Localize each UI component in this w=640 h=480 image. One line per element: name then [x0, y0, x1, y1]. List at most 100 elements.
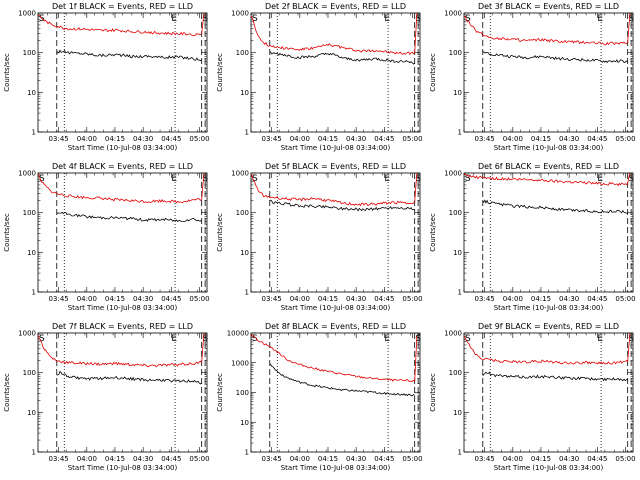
chart-panel-det-8: Det 8f BLACK = Events, RED = LLD 1 10 100 10… [216, 322, 423, 472]
interval-marker-label: S [202, 14, 208, 24]
y-tick-label: 100 [23, 369, 36, 377]
chart-panel-det-7: Det 7f BLACK = Events, RED = LLD 1 10 100 10… [3, 322, 210, 472]
x-tick-label: 04:30 [346, 295, 366, 303]
series-lld-line [37, 172, 205, 204]
y-tick-label: 1 [458, 129, 462, 137]
y-axis-label: Counts/sec [3, 53, 11, 92]
x-axis-label: Start Time (10-Jul-08 03:34:00) [281, 464, 391, 472]
plot-frame [463, 12, 634, 133]
x-tick-label: 04:15 [105, 295, 125, 303]
series-lld-line [250, 172, 418, 207]
x-axis-label: Start Time (10-Jul-08 03:34:00) [281, 144, 391, 152]
interval-marker-label: E [384, 174, 390, 184]
series-events-line [56, 49, 202, 62]
interval-marker-label: E [171, 14, 177, 24]
x-tick-label: 03:45 [262, 295, 282, 303]
y-axis-label: Counts/sec [3, 213, 11, 252]
interval-marker-label: E [384, 14, 390, 24]
x-tick-label: 04:15 [105, 135, 125, 143]
interval-marker-label: E [597, 174, 603, 184]
y-tick-label: 1000 [231, 359, 249, 367]
y-axis-label: Counts/sec [216, 373, 224, 412]
y-tick-label: 1000 [231, 10, 249, 18]
x-tick-label: 04:15 [531, 455, 551, 463]
y-tick-label: 100 [449, 49, 462, 57]
x-tick-label: 04:15 [531, 135, 551, 143]
series-events-line [482, 199, 628, 214]
interval-marker-label: S [465, 14, 471, 24]
series-lld-line [37, 12, 205, 37]
y-tick-label: 1000 [18, 330, 36, 338]
y-axis-label: Counts/sec [216, 53, 224, 92]
chart-panel-det-1: Det 1f BLACK = Events, RED = LLD 1 10 100 10… [3, 2, 210, 152]
x-axis-label: Start Time (10-Jul-08 03:34:00) [68, 304, 178, 312]
x-tick-label: 05:00 [402, 455, 422, 463]
x-tick-label: 04:30 [133, 455, 153, 463]
y-tick-label: 10 [453, 409, 462, 417]
y-axis-label: Counts/sec [3, 373, 11, 412]
plot-frame [250, 12, 421, 133]
x-tick-label: 03:45 [475, 295, 495, 303]
x-axis-label: Start Time (10-Jul-08 03:34:00) [494, 464, 604, 472]
x-tick-label: 04:45 [587, 455, 607, 463]
series-events-line [269, 51, 415, 65]
x-tick-label: 03:45 [49, 455, 69, 463]
interval-marker-label: S [628, 334, 634, 344]
y-tick-label: 10 [453, 89, 462, 97]
x-tick-label: 05:00 [189, 455, 209, 463]
x-tick-label: 04:45 [587, 295, 607, 303]
chart-panel-det-3: Det 3f BLACK = Events, RED = LLD 1 10 100 10… [429, 2, 636, 152]
interval-marker-label: S [39, 174, 45, 184]
interval-marker-label: S [465, 334, 471, 344]
interval-marker-label: S [252, 334, 258, 344]
x-tick-label: 04:45 [161, 135, 181, 143]
y-tick-label: 1 [32, 289, 36, 297]
interval-marker-label: E [384, 334, 390, 344]
x-tick-label: 04:30 [133, 295, 153, 303]
x-tick-label: 04:30 [346, 135, 366, 143]
x-tick-label: 05:00 [615, 295, 635, 303]
x-tick-label: 04:00 [503, 135, 523, 143]
y-tick-label: 100 [236, 209, 249, 217]
y-tick-label: 1 [245, 289, 249, 297]
x-tick-label: 04:45 [161, 455, 181, 463]
x-tick-label: 03:45 [475, 455, 495, 463]
interval-marker-label: E [171, 334, 177, 344]
interval-marker-label: S [252, 14, 258, 24]
x-tick-label: 04:00 [503, 295, 523, 303]
y-tick-label: 10 [240, 419, 249, 427]
x-tick-label: 04:00 [77, 135, 97, 143]
series-events-line [482, 51, 628, 64]
interval-marker-label: S [39, 334, 45, 344]
chart-title: Det 6f BLACK = Events, RED = LLD [478, 162, 619, 171]
series-events-line [269, 363, 415, 397]
x-tick-label: 04:00 [290, 455, 310, 463]
interval-marker-label: S [252, 174, 258, 184]
chart-title: Det 1f BLACK = Events, RED = LLD [52, 2, 193, 11]
y-tick-label: 1000 [231, 170, 249, 178]
y-axis-label: Counts/sec [429, 373, 437, 412]
x-tick-label: 04:00 [290, 135, 310, 143]
x-axis-label: Start Time (10-Jul-08 03:34:00) [494, 304, 604, 312]
interval-marker-label: S [465, 174, 471, 184]
chart-title: Det 3f BLACK = Events, RED = LLD [478, 2, 619, 11]
x-tick-label: 05:00 [615, 135, 635, 143]
series-lld-line [37, 332, 205, 368]
interval-marker-label: S [628, 174, 634, 184]
x-axis-label: Start Time (10-Jul-08 03:34:00) [281, 304, 391, 312]
x-tick-label: 04:00 [290, 295, 310, 303]
y-tick-label: 1 [245, 449, 249, 457]
plot-frame [463, 332, 634, 453]
y-tick-label: 100 [449, 369, 462, 377]
series-lld-line [463, 172, 631, 187]
interval-marker-label: S [628, 14, 634, 24]
x-tick-label: 04:45 [374, 295, 394, 303]
x-axis-label: Start Time (10-Jul-08 03:34:00) [494, 144, 604, 152]
x-tick-label: 04:45 [374, 455, 394, 463]
chart-panel-det-6: Det 6f BLACK = Events, RED = LLD 1 10 100 10… [429, 162, 636, 312]
chart-title: Det 9f BLACK = Events, RED = LLD [478, 322, 619, 331]
y-tick-label: 1 [32, 129, 36, 137]
interval-marker-label: E [171, 174, 177, 184]
y-tick-label: 100 [236, 49, 249, 57]
